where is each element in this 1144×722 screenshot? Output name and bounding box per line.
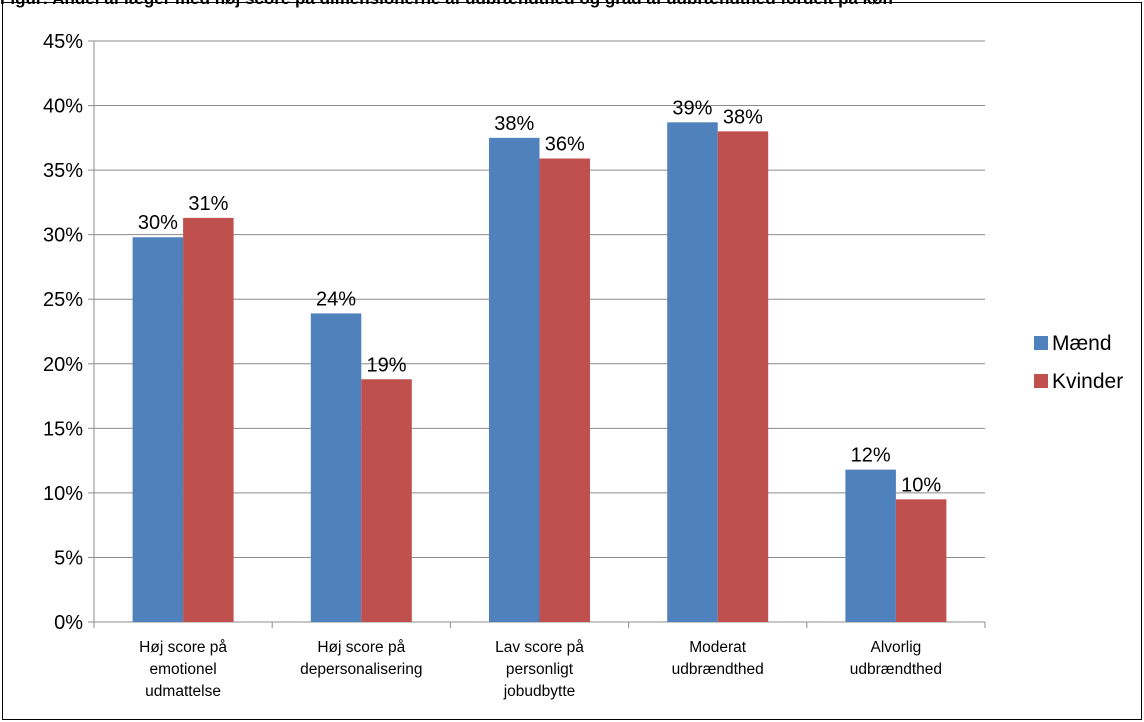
bar xyxy=(667,122,718,622)
data-label: 24% xyxy=(316,288,356,310)
y-tick-label: 10% xyxy=(43,483,83,505)
y-tick-label: 20% xyxy=(43,354,83,376)
category-label-line: personligt xyxy=(506,661,574,678)
bar xyxy=(717,131,769,622)
bar xyxy=(845,469,896,622)
category-label-line: Moderat xyxy=(689,639,747,656)
category-label-line: jobudbytte xyxy=(503,683,576,700)
category-label-line: Høj score på xyxy=(139,639,227,656)
bar xyxy=(132,237,184,622)
y-tick-label: 5% xyxy=(54,547,83,569)
category-label-line: udmattelse xyxy=(145,683,221,700)
data-label: 12% xyxy=(851,445,891,467)
data-label: 31% xyxy=(188,193,228,215)
data-label: 38% xyxy=(494,113,534,135)
legend-label: Kvinder xyxy=(1052,370,1123,393)
data-label: 36% xyxy=(545,133,585,155)
category-label-line: udbrændthed xyxy=(672,661,764,678)
legend-swatch xyxy=(1034,374,1048,388)
y-tick-label: 35% xyxy=(43,160,83,182)
category-label: Høj score på depersonalisering xyxy=(300,639,422,678)
y-tick-label: 25% xyxy=(43,289,83,311)
category-label-line: Alvorlig xyxy=(870,639,921,656)
category-label-line: depersonalisering xyxy=(300,661,422,678)
bar xyxy=(489,137,540,623)
category-label-line: emotionel xyxy=(149,661,216,678)
y-tick-label: 15% xyxy=(43,418,83,440)
data-label: 38% xyxy=(723,106,763,128)
y-tick-label: 45% xyxy=(43,31,83,53)
bar xyxy=(361,379,412,622)
category-label-line: Høj score på xyxy=(317,639,405,656)
data-label: 19% xyxy=(367,354,407,376)
data-label: 10% xyxy=(901,474,941,496)
y-tick-label: 30% xyxy=(43,225,83,247)
bar-chart: 0% 5% 10% 15% 20% 25% 30% 35% 40% 45% 30% 31% Høj sc… xyxy=(43,31,1123,700)
chart-caption: Figur: Andel af læger med høj score på d… xyxy=(0,0,1144,12)
y-tick-label: 0% xyxy=(54,612,83,634)
legend-label: Mænd xyxy=(1052,332,1112,355)
category-label: Alvorlig udbrændthed xyxy=(850,639,942,678)
category-label-line: Lav score på xyxy=(495,639,584,656)
legend-swatch xyxy=(1034,336,1048,350)
bar xyxy=(539,158,590,623)
category-label: Moderat udbrændthed xyxy=(672,639,764,678)
bar xyxy=(183,217,234,623)
category-label: Høj score på emotionel udmattelse xyxy=(139,639,227,700)
bar xyxy=(895,499,947,622)
category-label: Lav score på personligt jobudbytte xyxy=(495,639,584,700)
data-label: 39% xyxy=(672,97,712,119)
data-label: 30% xyxy=(138,212,178,234)
category-label-line: udbrændthed xyxy=(850,661,942,678)
y-tick-label: 40% xyxy=(43,96,83,118)
bar xyxy=(310,313,362,622)
